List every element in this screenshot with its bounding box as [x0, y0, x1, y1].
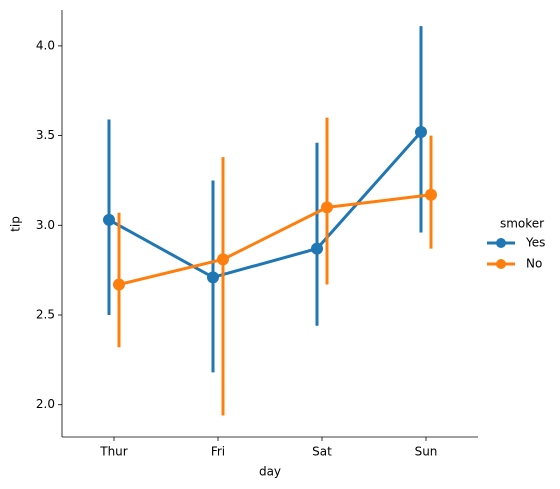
x-tick-label: Thur — [99, 445, 128, 459]
y-tick-label: 2.0 — [36, 397, 55, 411]
legend-marker — [496, 259, 506, 269]
x-tick-label: Sat — [312, 445, 332, 459]
series-line — [108, 131, 423, 279]
point — [113, 278, 125, 291]
x-tick-label: Sun — [415, 445, 438, 459]
point — [103, 213, 115, 226]
y-tick-label: 4.0 — [36, 38, 55, 52]
y-tick-label: 3.0 — [36, 218, 55, 232]
point — [311, 242, 323, 255]
point — [425, 188, 437, 201]
point — [207, 271, 219, 284]
y-axis-label: tip — [9, 216, 23, 232]
series-line — [118, 193, 432, 286]
legend-title: smoker — [500, 217, 544, 231]
point — [217, 253, 229, 266]
x-axis-label: day — [259, 465, 281, 479]
point — [415, 126, 427, 138]
legend-marker — [496, 238, 506, 248]
y-tick-label: 3.5 — [36, 128, 55, 142]
legend-label: No — [526, 257, 542, 271]
x-tick-label: Fri — [211, 445, 225, 459]
point — [321, 201, 333, 214]
y-tick-label: 2.5 — [36, 308, 55, 322]
legend-label: Yes — [525, 236, 545, 250]
